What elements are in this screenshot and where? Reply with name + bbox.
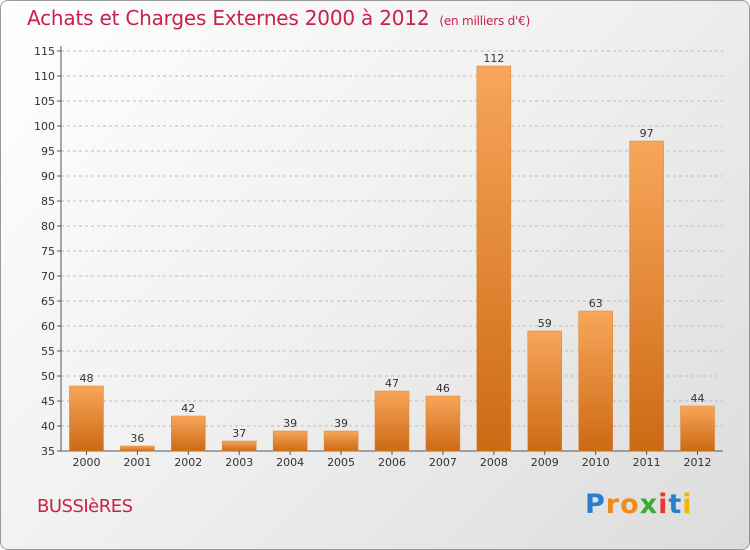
bar-value-label: 42 bbox=[181, 402, 195, 415]
bar-value-label: 39 bbox=[283, 417, 297, 430]
bar-value-label: 37 bbox=[232, 427, 246, 440]
bar bbox=[476, 65, 512, 452]
x-tick-label: 2000 bbox=[72, 456, 100, 469]
chart-title: Achats et Charges Externes 2000 à 2012 (e… bbox=[27, 6, 530, 30]
x-tick-label: 2006 bbox=[378, 456, 406, 469]
y-tick-label: 100 bbox=[34, 120, 55, 133]
bar-value-label: 46 bbox=[436, 382, 450, 395]
logo-letter: P bbox=[585, 489, 606, 520]
y-tick-label: 35 bbox=[41, 445, 55, 458]
bar-value-label: 59 bbox=[538, 317, 552, 330]
logo-letter: i bbox=[682, 489, 693, 520]
bar bbox=[323, 430, 359, 452]
y-tick-label: 40 bbox=[41, 420, 55, 433]
y-tick-label: 90 bbox=[41, 170, 55, 183]
title-unit: (en milliers d'€) bbox=[439, 14, 531, 28]
bar bbox=[120, 445, 155, 452]
x-tick-label: 2001 bbox=[123, 456, 151, 469]
y-tick-label: 110 bbox=[34, 70, 55, 83]
y-tick-label: 85 bbox=[41, 195, 55, 208]
bar-value-label: 112 bbox=[483, 52, 504, 65]
bar-value-label: 97 bbox=[640, 127, 654, 140]
x-tick-label: 2008 bbox=[480, 456, 508, 469]
bar-value-label: 47 bbox=[385, 377, 399, 390]
bar-value-label: 48 bbox=[79, 372, 93, 385]
bar-value-label: 63 bbox=[589, 297, 603, 310]
title-text: Achats et Charges Externes 2000 à 2012 bbox=[27, 6, 430, 30]
y-tick-label: 105 bbox=[34, 95, 55, 108]
bar bbox=[69, 385, 104, 452]
x-tick-label: 2002 bbox=[174, 456, 202, 469]
bar-value-label: 39 bbox=[334, 417, 348, 430]
logo-letter: x bbox=[639, 489, 659, 520]
bar bbox=[272, 430, 308, 452]
bar bbox=[680, 405, 715, 452]
y-tick-label: 60 bbox=[41, 320, 55, 333]
bar bbox=[425, 395, 461, 452]
bar bbox=[527, 330, 563, 452]
x-tick-label: 2009 bbox=[531, 456, 559, 469]
x-tick-label: 2011 bbox=[633, 456, 661, 469]
commune-name: BUSSIèRES bbox=[37, 496, 133, 517]
x-tick-label: 2004 bbox=[276, 456, 304, 469]
bar bbox=[374, 390, 410, 452]
bar bbox=[221, 440, 257, 452]
proxiti-logo[interactable]: Proxiti bbox=[585, 489, 693, 520]
y-tick-label: 80 bbox=[41, 220, 55, 233]
logo-letter: t bbox=[668, 489, 683, 520]
bar-value-label: 36 bbox=[130, 432, 144, 445]
x-tick-label: 2012 bbox=[684, 456, 712, 469]
y-tick-label: 95 bbox=[41, 145, 55, 158]
logo-letter: i bbox=[658, 489, 669, 520]
y-tick-label: 65 bbox=[41, 295, 55, 308]
y-tick-label: 50 bbox=[41, 370, 55, 383]
x-tick-label: 2003 bbox=[225, 456, 253, 469]
logo-letter: o bbox=[620, 489, 640, 520]
bar bbox=[629, 140, 664, 452]
y-tick-label: 75 bbox=[41, 245, 55, 258]
x-tick-label: 2010 bbox=[582, 456, 610, 469]
y-tick-label: 55 bbox=[41, 345, 55, 358]
y-tick-label: 45 bbox=[41, 395, 55, 408]
bar-value-label: 44 bbox=[691, 392, 705, 405]
bar bbox=[578, 310, 613, 452]
logo-letter: r bbox=[605, 489, 621, 520]
bar bbox=[171, 415, 206, 452]
x-tick-label: 2005 bbox=[327, 456, 355, 469]
y-tick-label: 115 bbox=[34, 45, 55, 58]
y-tick-label: 70 bbox=[41, 270, 55, 283]
x-tick-label: 2007 bbox=[429, 456, 457, 469]
